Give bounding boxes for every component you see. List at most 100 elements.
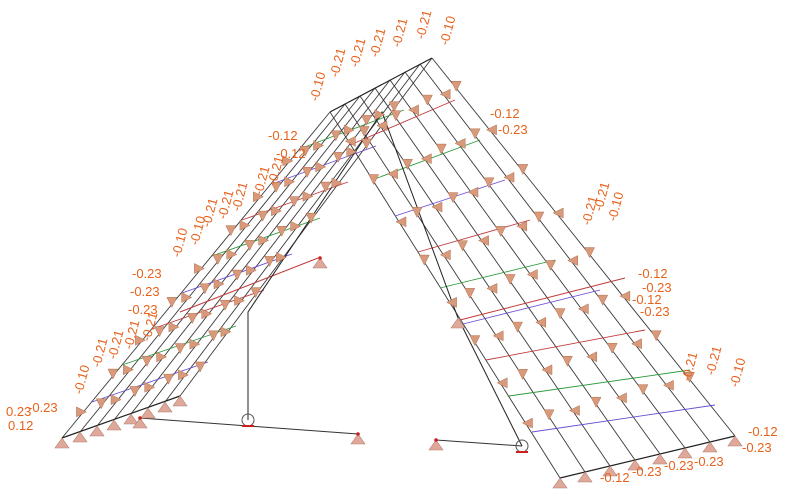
load-arrow <box>76 406 87 418</box>
load-arrow <box>390 110 402 122</box>
load-arrow <box>457 240 468 252</box>
load-arrow <box>420 153 432 165</box>
load-arrow <box>199 283 211 295</box>
support-symbol <box>157 401 173 413</box>
load-arrow <box>395 216 407 228</box>
load-arrow <box>135 334 146 346</box>
support-symbol <box>172 395 188 407</box>
load-arrow <box>301 167 313 178</box>
support-symbol <box>140 407 156 419</box>
load-arrow <box>450 80 462 92</box>
load-arrow <box>331 177 343 189</box>
load-arrow <box>299 145 311 157</box>
load-arrow <box>387 168 398 180</box>
load-arrow <box>584 247 595 259</box>
load-arrow <box>418 254 430 266</box>
surface-load-arrows <box>76 80 695 429</box>
ridge-member <box>329 57 433 113</box>
load-arrow <box>123 364 134 376</box>
load-arrow <box>290 220 302 232</box>
load-arrow <box>239 219 251 231</box>
load-arrow <box>421 94 433 106</box>
load-arrow <box>504 274 516 285</box>
value-label: -0.21 <box>264 154 286 187</box>
load-arrow <box>446 296 457 308</box>
column-base-nodes <box>241 413 529 453</box>
load-arrow <box>650 330 662 342</box>
load-arrow <box>517 164 529 175</box>
support-symbol <box>350 433 366 445</box>
value-label: 0.23 <box>6 404 31 419</box>
value-label: -0.21 <box>702 344 724 377</box>
load-arrow <box>637 384 649 396</box>
right-eave-member <box>559 435 736 479</box>
load-arrow <box>226 248 238 260</box>
load-arrow <box>486 282 498 294</box>
support-symbol <box>72 431 88 443</box>
node-marker <box>318 256 322 260</box>
wireframe-members <box>61 57 736 479</box>
load-arrow <box>154 326 165 338</box>
load-arrow <box>619 290 631 302</box>
load-arrow <box>361 115 372 126</box>
load-arrow <box>194 361 206 373</box>
load-arrow <box>144 381 156 393</box>
load-arrow <box>552 207 564 219</box>
load-arrow <box>483 177 495 189</box>
load-arrow <box>567 255 579 266</box>
load-arrow <box>231 269 243 281</box>
load-arrow <box>258 234 270 246</box>
value-label: -0.21 <box>578 194 600 227</box>
left-eave-member <box>61 395 181 439</box>
load-arrow <box>178 369 189 381</box>
load-arrow <box>631 338 642 350</box>
load-arrow <box>257 210 269 222</box>
value-label: -0.23 <box>28 400 58 415</box>
value-label: -0.21 <box>198 196 220 229</box>
load-arrow <box>186 313 198 324</box>
load-arrow <box>492 330 504 342</box>
load-arrow <box>270 182 282 193</box>
support-symbols <box>54 256 743 489</box>
load-arrow <box>541 364 553 376</box>
support-symbol <box>312 257 328 269</box>
value-label: -0.21 <box>214 188 236 221</box>
load-arrow <box>545 260 557 272</box>
load-arrow <box>313 140 325 151</box>
value-label: -0.21 <box>250 164 272 197</box>
support-symbol <box>89 425 105 437</box>
load-arrow <box>141 356 153 367</box>
load-arrow <box>402 159 413 170</box>
load-arrow <box>288 196 300 208</box>
load-arrow <box>454 138 466 149</box>
load-arrow <box>284 176 296 188</box>
support-symbol <box>602 465 618 477</box>
load-arrow <box>212 254 224 265</box>
load-arrow <box>110 394 122 406</box>
load-arrow <box>464 288 476 299</box>
support-symbol <box>106 419 122 431</box>
load-arrow <box>590 396 602 408</box>
load-arrow <box>181 292 193 303</box>
load-arrow <box>388 101 400 113</box>
load-arrow <box>535 316 547 328</box>
support-symbol <box>652 453 668 465</box>
load-arrow <box>577 303 589 315</box>
load-arrow <box>219 299 231 311</box>
value-label: -0.23 <box>742 440 772 455</box>
value-label: -0.23 <box>664 458 694 473</box>
load-arrow <box>439 88 451 100</box>
load-arrow <box>368 174 380 186</box>
load-arrow <box>189 338 201 350</box>
value-label: -0.10 <box>436 14 458 47</box>
load-arrow <box>271 205 282 217</box>
load-arrow <box>246 264 257 276</box>
support-symbol <box>450 317 466 329</box>
load-arrow <box>358 126 370 137</box>
support-symbol <box>702 441 718 453</box>
load-arrow <box>302 190 314 202</box>
value-label: -0.12 <box>748 424 778 439</box>
load-arrow <box>225 225 237 237</box>
